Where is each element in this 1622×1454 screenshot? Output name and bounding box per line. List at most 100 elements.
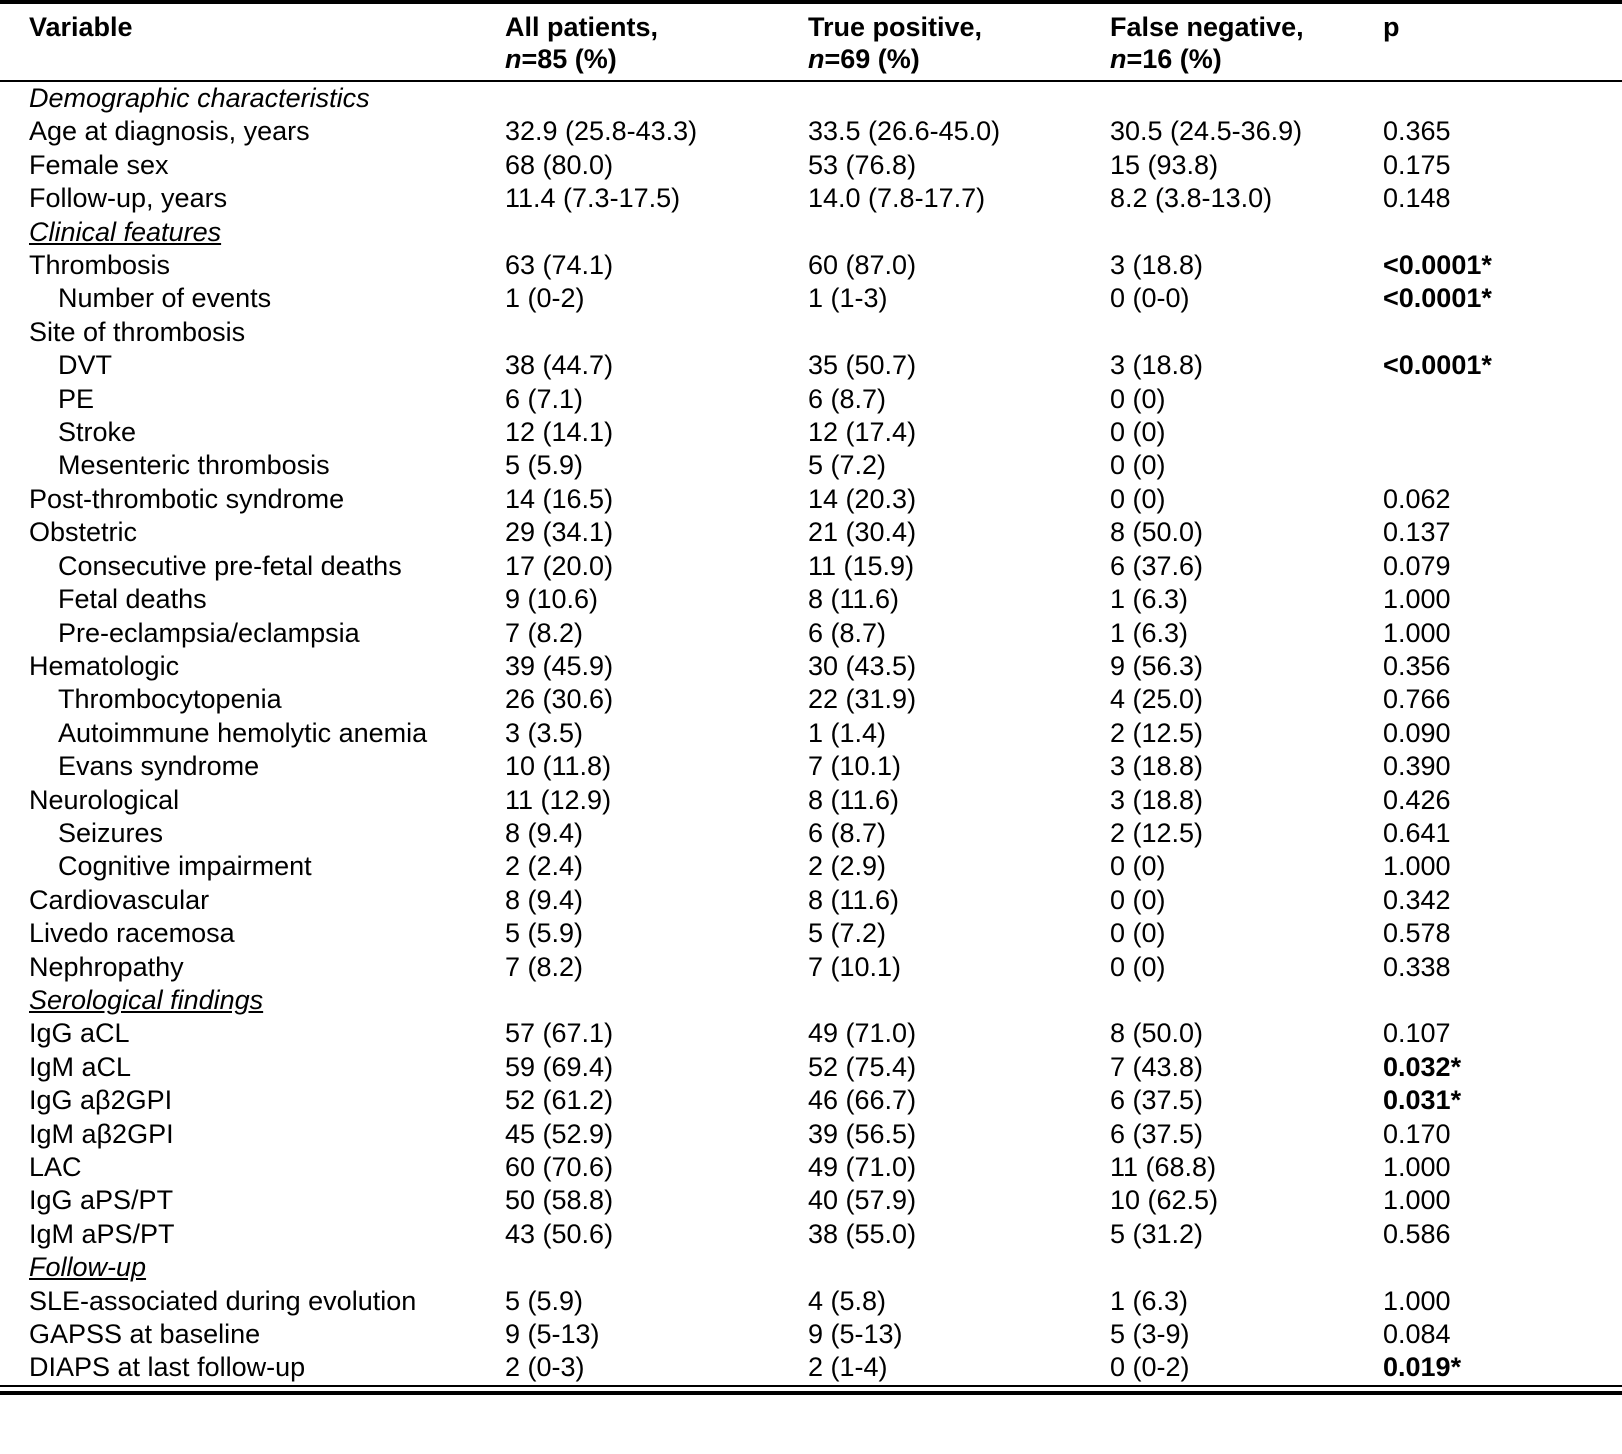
p-value: 0.356 (1383, 650, 1451, 681)
false-negative-value: 3 (18.8) (1110, 784, 1204, 815)
true-positive-value: 12 (17.4) (808, 417, 917, 448)
table-row: Number of events 1 (0-2) 1 (1-3) 0 (0-0) <0.… (0, 282, 1622, 315)
true-positive-value (808, 316, 1110, 349)
true-positive-value: 38 (55.0) (808, 1218, 917, 1249)
all-patients-value: 43 (50.6) (505, 1218, 614, 1249)
col-header-true-positive-rest: =69 (%) (824, 44, 920, 74)
col-header-variable-label: Variable (29, 12, 133, 42)
false-negative-value: 3 (18.8) (1110, 250, 1204, 281)
table-row: Follow-up, years 11.4 (7.3-17.5) 14.0 (7.8… (0, 182, 1622, 215)
true-positive-value: 21 (30.4) (808, 517, 917, 548)
p-value: 0.641 (1383, 817, 1451, 848)
col-header-false-negative-n: n (1110, 44, 1127, 74)
all-patients-value: 14 (16.5) (505, 483, 614, 514)
col-header-false-negative-line1: False negative, (1110, 12, 1304, 42)
false-negative-value: 5 (31.2) (1110, 1218, 1204, 1249)
row-label: IgG aβ2GPI (29, 1085, 173, 1116)
all-patients-value: 2 (0-3) (505, 1351, 808, 1387)
table-row: DVT 38 (44.7) 35 (50.7) 3 (18.8) <0.0001* (0, 349, 1622, 382)
all-patients-value: 29 (34.1) (505, 517, 614, 548)
row-label: Cardiovascular (29, 884, 210, 915)
row-label: Thrombosis (29, 250, 171, 281)
table-row: Stroke 12 (14.1) 12 (17.4) 0 (0) (0, 416, 1622, 449)
false-negative-value: 2 (12.5) (1110, 817, 1204, 848)
p-value: 0.338 (1383, 951, 1451, 982)
all-patients-value: 8 (9.4) (505, 884, 584, 915)
p-value: 0.137 (1383, 517, 1451, 548)
all-patients-value: 52 (61.2) (505, 1085, 614, 1116)
col-header-all-patients-rest: =85 (%) (521, 44, 617, 74)
p-value: <0.0001* (1383, 283, 1492, 314)
table-row: Fetal deaths 9 (10.6) 8 (11.6) 1 (6.3) 1.000 (0, 583, 1622, 616)
row-label: PE (58, 383, 95, 414)
false-negative-value: 4 (25.0) (1110, 684, 1204, 715)
true-positive-value: 60 (87.0) (808, 250, 917, 281)
false-negative-value: 0 (0) (1110, 383, 1166, 414)
true-positive-value: 1 (1-3) (808, 283, 888, 314)
false-negative-value: 0 (0) (1110, 450, 1166, 481)
all-patients-value (505, 316, 808, 349)
all-patients-value: 6 (7.1) (505, 383, 584, 414)
row-label: IgG aPS/PT (29, 1185, 174, 1216)
all-patients-value: 11.4 (7.3-17.5) (505, 183, 681, 214)
false-negative-value: 1 (6.3) (1110, 617, 1189, 648)
col-header-false-negative: False negative, n=16 (%) (1110, 4, 1383, 82)
p-value: 0.019* (1383, 1351, 1622, 1387)
table-row: Autoimmune hemolytic anemia 3 (3.5) 1 (1.4… (0, 717, 1622, 750)
false-negative-value: 0 (0) (1110, 951, 1166, 982)
row-label: DVT (58, 350, 112, 381)
col-header-false-negative-rest: =16 (%) (1126, 44, 1222, 74)
patients-comparison-table: Variable All patients, n=85 (%) True pos… (0, 4, 1622, 1387)
false-negative-value: 7 (43.8) (1110, 1051, 1204, 1082)
p-value: 0.084 (1383, 1319, 1451, 1350)
false-negative-value: 0 (0-0) (1110, 283, 1190, 314)
row-label: DIAPS at last follow-up (0, 1351, 505, 1387)
table-row: Cognitive impairment 2 (2.4) 2 (2.9) 0 (0) 1… (0, 850, 1622, 883)
p-value: 1.000 (1383, 851, 1451, 882)
row-label: IgM aPS/PT (29, 1218, 175, 1249)
table-row: Livedo racemosa 5 (5.9) 5 (7.2) 0 (0) 0.578 (0, 917, 1622, 950)
row-label: GAPSS at baseline (29, 1319, 261, 1350)
table-body: Demographic characteristics Age at diagno… (0, 81, 1622, 1387)
table-row: IgM aβ2GPI 45 (52.9) 39 (56.5) 6 (37.5) 0.17… (0, 1118, 1622, 1151)
p-value: 0.107 (1383, 1018, 1451, 1049)
row-label: Fetal deaths (58, 584, 207, 615)
p-value: 1.000 (1383, 584, 1451, 615)
false-negative-value: 1 (6.3) (1110, 1285, 1189, 1316)
all-patients-value: 5 (5.9) (505, 918, 584, 949)
false-negative-value: 15 (93.8) (1110, 149, 1219, 180)
true-positive-value: 14.0 (7.8-17.7) (808, 183, 986, 214)
all-patients-value: 59 (69.4) (505, 1051, 614, 1082)
true-positive-value: 11 (15.9) (808, 550, 915, 581)
false-negative-value: 8 (50.0) (1110, 1018, 1204, 1049)
true-positive-value: 6 (8.7) (808, 617, 887, 648)
table-row: Evans syndrome 10 (11.8) 7 (10.1) 3 (18.8) 0… (0, 750, 1622, 783)
row-label: Hematologic (29, 650, 180, 681)
col-header-all-patients-line1: All patients, (505, 12, 659, 42)
table-row: PE 6 (7.1) 6 (8.7) 0 (0) (0, 383, 1622, 416)
p-value: 1.000 (1383, 1152, 1451, 1182)
true-positive-value: 5 (7.2) (808, 918, 887, 949)
p-value: 1.000 (1383, 617, 1451, 648)
true-positive-value: 49 (71.0) (808, 1152, 917, 1182)
table-row: Post-thrombotic syndrome 14 (16.5) 14 (20.… (0, 483, 1622, 516)
true-positive-value: 8 (11.6) (808, 584, 900, 615)
table-row: Thrombocytopenia 26 (30.6) 22 (31.9) 4 (25.… (0, 683, 1622, 716)
row-label: Neurological (29, 784, 180, 815)
row-label: Evans syndrome (58, 751, 260, 782)
table-row: Seizures 8 (9.4) 6 (8.7) 2 (12.5) 0.641 (0, 817, 1622, 850)
p-value: 1.000 (1383, 1285, 1451, 1316)
row-label: Obstetric (29, 517, 138, 548)
all-patients-value: 10 (11.8) (505, 751, 612, 782)
all-patients-value: 9 (5-13) (505, 1319, 600, 1350)
section-row: Clinical features (0, 216, 1622, 249)
section-row: Demographic characteristics (0, 81, 1622, 115)
row-label: Stroke (58, 417, 137, 448)
p-value: 0.766 (1383, 684, 1451, 715)
table-row: Neurological 11 (12.9) 8 (11.6) 3 (18.8) 0.4… (0, 784, 1622, 817)
false-negative-value: 0 (0-2) (1110, 1351, 1383, 1387)
all-patients-value: 7 (8.2) (505, 617, 584, 648)
false-negative-value: 2 (12.5) (1110, 717, 1204, 748)
p-value: <0.0001* (1383, 250, 1492, 281)
